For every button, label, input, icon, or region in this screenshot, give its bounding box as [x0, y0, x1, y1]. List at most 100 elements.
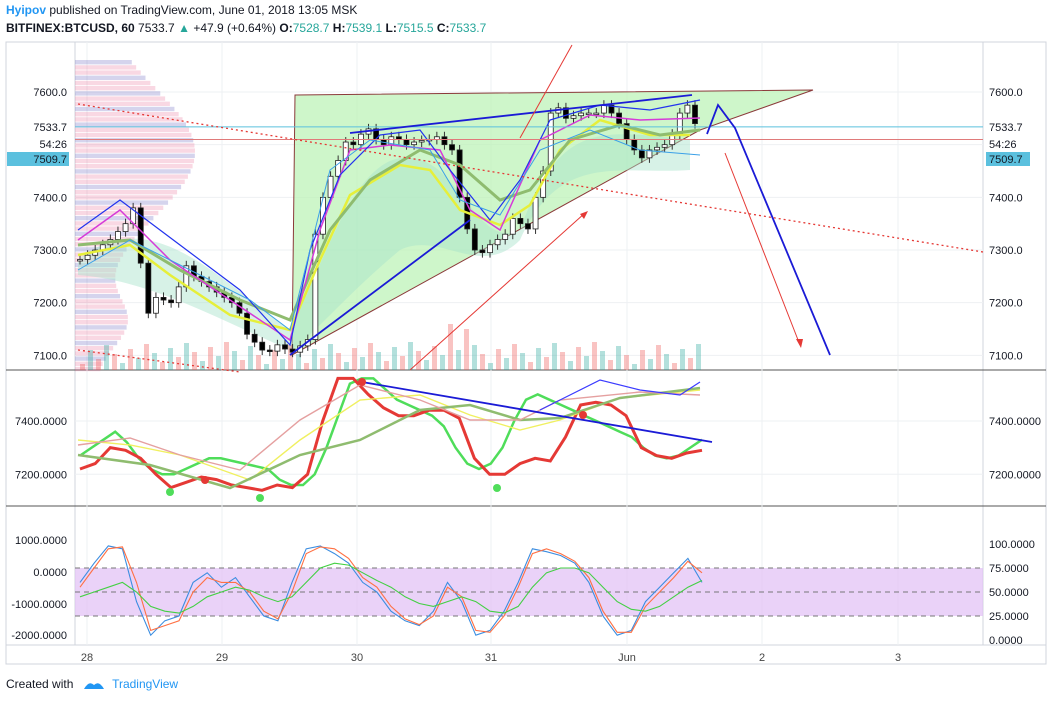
candle	[153, 297, 159, 314]
stoch-right-tick: 50.0000	[989, 587, 1029, 599]
volume-bar	[152, 353, 157, 370]
volume-profile-bar	[75, 112, 179, 117]
stoch-right-tick: 0.0000	[989, 635, 1023, 647]
stochastic-line	[79, 545, 703, 637]
volume-profile-bar	[75, 122, 187, 127]
volume-profile-bar	[75, 252, 124, 257]
close-label: C:	[436, 21, 450, 35]
volume-profile-bar	[75, 283, 117, 288]
x-tick-label: 28	[81, 652, 93, 664]
tradingview-brand[interactable]: TradingView	[112, 677, 179, 691]
volume-profile-bar	[75, 231, 140, 236]
candle	[471, 228, 478, 251]
candle	[77, 259, 83, 262]
volume-bar	[640, 350, 645, 370]
volume-bar	[456, 350, 461, 370]
candle	[585, 112, 592, 115]
volume-profile-bar	[75, 314, 128, 320]
volume-profile-bar	[75, 236, 135, 242]
volume-profile-bar	[75, 190, 178, 195]
volume-bar	[560, 352, 565, 370]
oscillator-upper-line	[539, 379, 701, 411]
candle	[487, 244, 493, 254]
y-tick-label: 7200.0	[989, 298, 1023, 310]
volume-bar	[664, 354, 669, 370]
candle	[608, 104, 615, 114]
y-tick-label: 7300.0	[989, 245, 1023, 257]
candle	[661, 144, 668, 148]
price-badge-label: 7509.7	[989, 154, 1023, 166]
y-tick-label: 7400.0	[989, 192, 1023, 204]
symbol-label: BITFINEX:BTCUSD, 60	[6, 21, 135, 35]
volume-profile-bar	[75, 101, 170, 106]
arrow-head-icon	[580, 211, 588, 219]
candle	[168, 299, 175, 304]
oscillator-signal-line	[77, 389, 701, 481]
volume-bar	[480, 354, 485, 370]
candle	[350, 141, 357, 146]
candle	[251, 333, 258, 343]
candle	[600, 104, 607, 114]
volume-bar	[680, 349, 685, 370]
signal-dot	[166, 488, 174, 496]
volume-bar	[344, 362, 349, 370]
volume-bar	[472, 345, 477, 370]
volume-profile-bar	[75, 174, 188, 179]
volume-profile-bar	[75, 91, 161, 96]
candle	[578, 112, 585, 117]
volume-bar	[264, 364, 269, 370]
volume-profile-bar	[75, 340, 118, 346]
volume-profile-bar	[75, 361, 103, 366]
volume-profile-bar	[75, 195, 173, 200]
current-price-label: 7533.7	[33, 122, 67, 134]
high-value: 7539.1	[345, 21, 383, 35]
y-tick-label: 7200.0	[33, 298, 67, 310]
volume-profile-bar	[75, 294, 121, 299]
candle	[547, 112, 554, 172]
volume-bar	[168, 348, 173, 370]
candle	[517, 218, 524, 225]
y-tick-label: 7100.0	[33, 350, 67, 362]
low-value: 7515.5	[396, 21, 434, 35]
x-tick-label: 31	[485, 652, 497, 664]
volume-bar	[280, 359, 285, 370]
volume-bar	[200, 361, 205, 370]
volume-bar	[120, 363, 125, 370]
open-value: 7528.7	[292, 21, 330, 35]
volume-profile-bar	[75, 96, 166, 101]
forecast-path	[706, 103, 831, 356]
dotted-trendline	[77, 349, 241, 373]
volume-bar	[440, 355, 445, 370]
x-tick-label: 3	[895, 652, 901, 664]
volume-profile-bar	[75, 184, 182, 190]
publish-line: Hyipov published on TradingView.com, Jun…	[6, 3, 357, 17]
red-arrow-line	[409, 212, 586, 371]
volume-bar	[568, 361, 573, 370]
candle	[692, 104, 698, 125]
candle	[115, 231, 121, 240]
oscillator-trendline	[361, 381, 713, 443]
volume-bar	[216, 356, 221, 370]
candle	[563, 107, 569, 119]
x-tick-label: 29	[216, 652, 228, 664]
candle	[411, 141, 417, 146]
volume-profile-bar	[75, 148, 195, 153]
author-name[interactable]: Hyipov	[6, 3, 47, 17]
volume-bar	[256, 355, 261, 370]
volume-profile-bar	[75, 75, 146, 80]
lower-trendline	[289, 219, 471, 356]
candle	[259, 341, 266, 351]
chart-frame	[5, 41, 1047, 665]
candle	[646, 149, 653, 159]
high-label: H:	[332, 21, 346, 35]
volume-profile-bar	[75, 169, 191, 174]
volume-bar	[384, 361, 389, 370]
volume-bar	[600, 351, 605, 370]
volume-bar	[352, 348, 357, 370]
volume-bar	[688, 358, 693, 370]
volume-bar	[696, 344, 701, 370]
moving-average-line	[77, 114, 701, 342]
tradingview-logo-icon	[83, 683, 104, 689]
red-arrow-line	[724, 152, 801, 346]
